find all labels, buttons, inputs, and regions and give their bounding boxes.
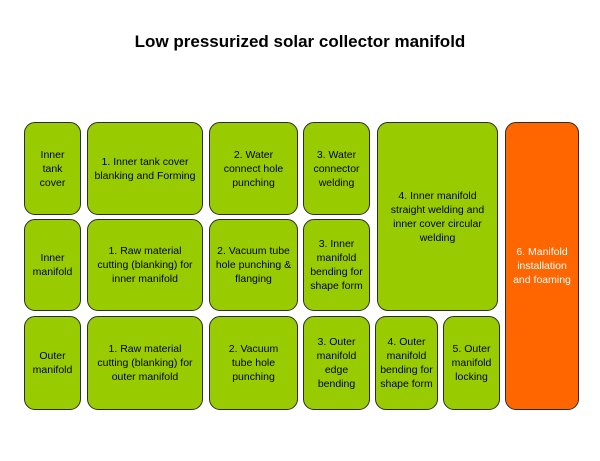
step-vacuum-tube-hole-punching: 2. Vacuum tube hole punching [209,316,298,410]
step-outer-manifold-edge-bending: 3. Outer manifold edge bending [303,316,370,410]
step-outer-manifold-bending: 4. Outer manifold bending for shape form [375,316,438,410]
step-raw-material-cutting-inner: 1. Raw material cutting (blanking) for i… [87,219,203,311]
step-water-connect-hole-punching: 2. Water connect hole punching [209,122,298,215]
row-label-inner-tank-cover: Inner tank cover [24,122,81,215]
step-water-connector-welding: 3. Water connector welding [303,122,370,215]
diagram-title: Low pressurized solar collector manifold [134,32,466,51]
row-label-outer-manifold: Outer manifold [24,316,81,410]
step-inner-manifold-straight-welding: 4. Inner manifold straight welding and i… [377,122,498,311]
step-outer-manifold-locking: 5. Outer manifold locking [443,316,500,410]
step-inner-manifold-bending: 3. Inner manifold bending for shape form [303,219,370,311]
step-raw-material-cutting-outer: 1. Raw material cutting (blanking) for o… [87,316,203,410]
step-inner-tank-cover-blanking: 1. Inner tank cover blanking and Forming [87,122,203,215]
step-vacuum-tube-hole-punching-flanging: 2. Vacuum tube hole punching & flanging [209,219,298,311]
row-label-inner-manifold: Inner manifold [24,219,81,311]
step-manifold-installation-foaming: 6. Manifold installation and foaming [505,122,579,410]
